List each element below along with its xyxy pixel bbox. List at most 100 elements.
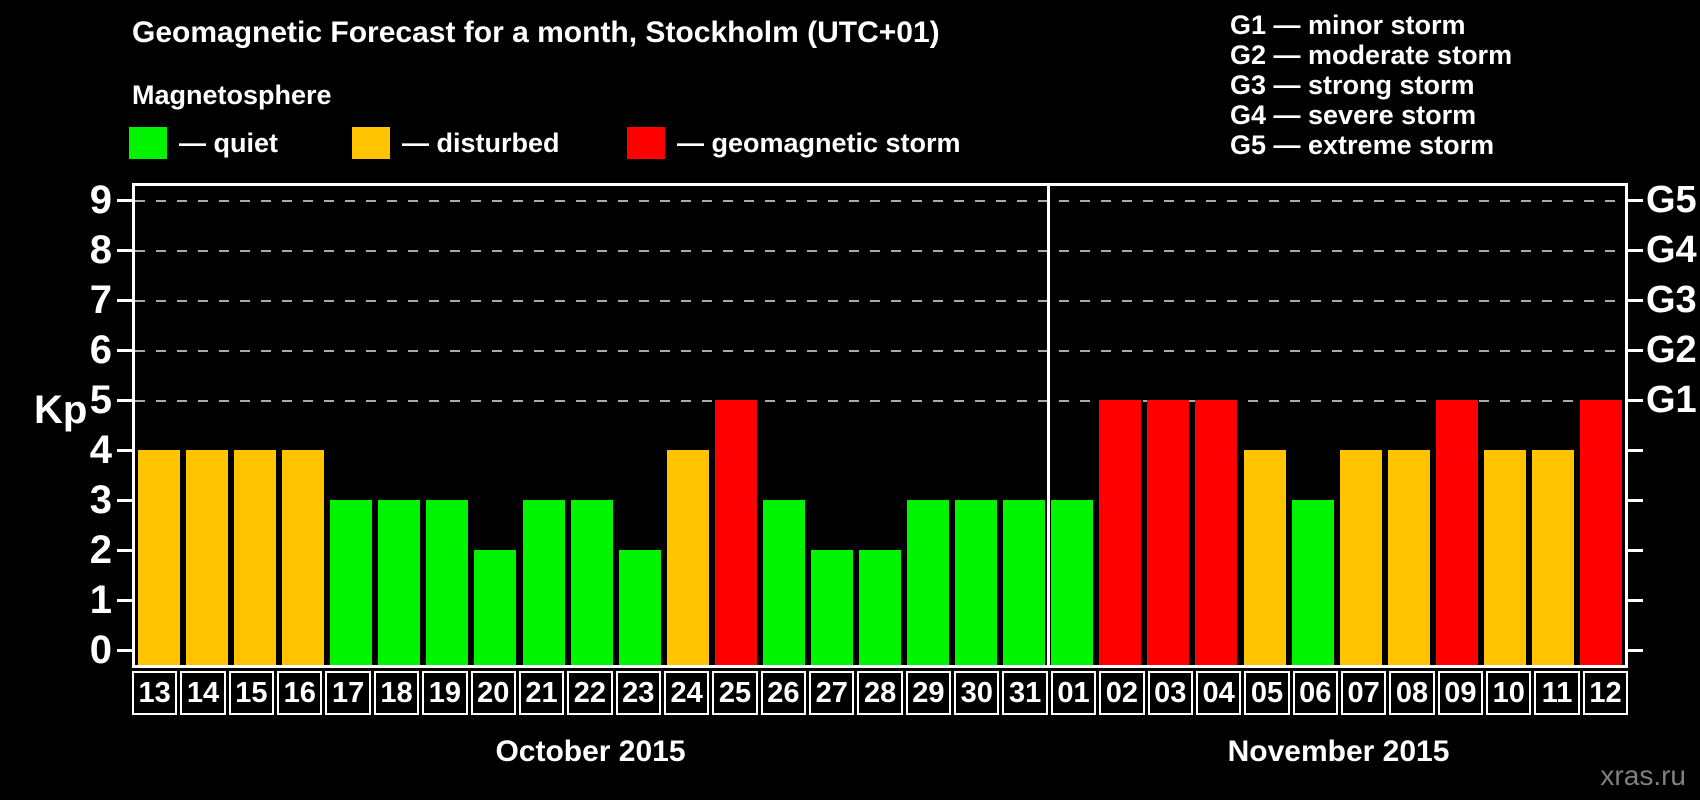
day-cell-29: 29 [905, 671, 952, 715]
kp-bar-25 [714, 400, 757, 665]
day-cell-01: 01 [1050, 671, 1097, 715]
quiet-color-swatch [129, 127, 167, 159]
g1-legend-line: G1 — minor storm [1230, 10, 1466, 40]
watermark: xras.ru [1600, 760, 1686, 791]
legend-item-storm: — geomagnetic storm [627, 126, 961, 160]
right-tick-kp6 [1628, 348, 1643, 352]
day-cell-23: 23 [615, 671, 661, 715]
day-cell-19: 19 [422, 671, 468, 715]
day-cell-02: 02 [1099, 671, 1145, 715]
day-cell-08: 08 [1389, 671, 1435, 715]
kp-bar-22 [570, 500, 613, 665]
left-tick-kp2 [117, 548, 132, 552]
y-tick-label-6: 6 [89, 328, 112, 372]
right-tick-kp3 [1628, 498, 1643, 502]
kp-bar-28 [859, 550, 901, 665]
kp-bar-10 [1483, 450, 1526, 665]
day-cell-09: 09 [1437, 671, 1484, 715]
kp-bar-15 [234, 450, 277, 665]
magnetosphere-legend-title: Magnetosphere [132, 80, 332, 110]
day-cell-12: 12 [1582, 671, 1629, 715]
kp-bar-16 [282, 450, 325, 665]
kp-bar-19 [426, 500, 469, 665]
kp-bar-05 [1243, 450, 1286, 665]
day-cell-11: 11 [1534, 671, 1580, 715]
kp-bar-14 [186, 450, 229, 665]
day-cell-10: 10 [1486, 671, 1532, 715]
day-cell-15: 15 [228, 671, 275, 715]
chart-title: Geomagnetic Forecast for a month, Stockh… [132, 16, 940, 49]
left-tick-kp6 [117, 348, 132, 352]
y-tick-label-3: 3 [89, 478, 112, 522]
kp-bar-01 [1051, 500, 1094, 665]
y-axis-label-kp: Kp [34, 388, 88, 432]
day-cell-13: 13 [132, 671, 178, 715]
kp-bar-06 [1291, 500, 1334, 665]
left-tick-kp7 [117, 298, 132, 302]
kp-bar-18 [378, 500, 421, 665]
day-cell-05: 05 [1244, 671, 1290, 715]
right-tick-kp7 [1628, 298, 1643, 302]
kp-bar-21 [522, 500, 565, 665]
y-tick-label-0: 0 [89, 628, 112, 672]
day-cell-04: 04 [1195, 671, 1242, 715]
right-tick-kp8 [1628, 248, 1643, 252]
g-label-g5: G5 [1646, 179, 1697, 221]
kp-bar-24 [666, 450, 709, 665]
g4-legend-line: G4 — severe storm [1230, 100, 1477, 130]
kp-bar-12 [1579, 400, 1622, 665]
day-cell-16: 16 [277, 671, 323, 715]
left-tick-kp9 [117, 198, 132, 202]
day-cell-03: 03 [1147, 671, 1193, 715]
left-tick-kp1 [117, 598, 132, 602]
month-label-november: November 2015 [1227, 735, 1450, 768]
kp-bar-26 [762, 500, 805, 665]
g2-legend-line: G2 — moderate storm [1230, 40, 1513, 70]
y-tick-label-1: 1 [89, 578, 112, 622]
gridline-kp7 [135, 300, 1625, 302]
month-label-october: October 2015 [495, 735, 686, 768]
right-tick-kp4 [1628, 448, 1643, 452]
day-cell-30: 30 [954, 671, 1000, 715]
kp-bar-11 [1531, 450, 1574, 665]
legend-item-disturbed: — disturbed [352, 126, 560, 160]
kp-bar-08 [1387, 450, 1430, 665]
kp-bar-29 [907, 500, 950, 665]
y-tick-label-2: 2 [89, 528, 112, 572]
y-tick-label-5: 5 [89, 378, 112, 422]
day-axis-row: 13 14 15 16 17 18 19 20 21 22 23 24 25 26 27 28 29 30 31 01… [132, 671, 1629, 715]
day-cell-21: 21 [518, 671, 565, 715]
kp-bar-02 [1099, 400, 1142, 665]
day-cell-22: 22 [567, 671, 613, 715]
kp-bar-27 [810, 550, 853, 665]
gridline-kp9 [135, 200, 1625, 202]
legend-item-quiet: — quiet [129, 126, 278, 160]
g-label-g3: G3 [1646, 279, 1697, 321]
y-tick-label-9: 9 [89, 178, 112, 222]
left-tick-kp3 [117, 498, 132, 502]
left-tick-kp5 [117, 398, 132, 402]
gridline-kp8 [135, 250, 1625, 252]
g-scale-legend: G1 — minor storm G2 — moderate storm G3 … [1230, 10, 1512, 160]
kp-bar-04 [1195, 400, 1238, 665]
g5-legend-line: G5 — extreme storm [1230, 130, 1495, 160]
kp-bar-30 [955, 500, 998, 665]
day-cell-07: 07 [1340, 671, 1387, 715]
day-cell-06: 06 [1292, 671, 1338, 715]
day-cell-18: 18 [373, 671, 420, 715]
day-cell-20: 20 [470, 671, 516, 715]
left-tick-kp8 [117, 248, 132, 252]
day-cell-28: 28 [857, 671, 903, 715]
day-cell-24: 24 [663, 671, 710, 715]
left-tick-kp0 [117, 648, 132, 652]
gridline-kp6 [135, 350, 1625, 352]
kp-bar-03 [1147, 400, 1190, 665]
plot-area [132, 183, 1628, 668]
kp-bar-09 [1435, 400, 1478, 665]
g3-legend-line: G3 — strong storm [1230, 70, 1475, 100]
day-cell-17: 17 [325, 671, 371, 715]
kp-bar-23 [618, 550, 661, 665]
y-tick-label-8: 8 [89, 228, 112, 272]
g-label-g1: G1 [1646, 379, 1697, 421]
